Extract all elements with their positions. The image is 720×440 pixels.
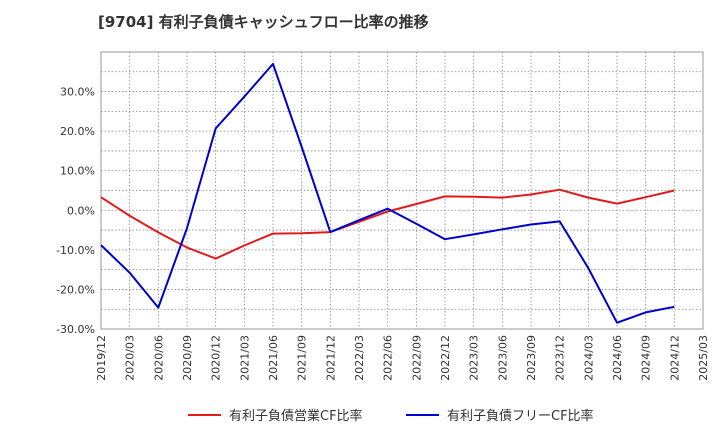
series-line-1: [100, 188, 675, 260]
chart-title: [9704] 有利子負債キャッシュフロー比率の推移: [98, 13, 429, 31]
y-tick-label: 0.0%: [67, 204, 95, 217]
y-tick-label: 30.0%: [60, 86, 95, 99]
x-tick-label: 2024/09: [640, 335, 653, 381]
x-tick-label: 2021/09: [296, 335, 309, 381]
grid-lines: [101, 52, 703, 329]
x-tick-label: 2024/12: [668, 335, 681, 381]
x-tick-label: 2023/06: [496, 335, 509, 381]
x-tick-label: 2022/06: [382, 335, 395, 381]
legend-label-1: 有利子負債営業CF比率: [229, 408, 363, 424]
y-tick-label: 20.0%: [60, 125, 95, 138]
x-tick-label: 2022/03: [353, 335, 366, 381]
x-tick-label: 2023/03: [468, 335, 481, 381]
legend: 有利子負債営業CF比率 有利子負債フリーCF比率: [188, 408, 594, 424]
y-tick-label: 10.0%: [60, 165, 95, 178]
x-tick-label: 2019/12: [95, 335, 108, 381]
x-tick-label: 2023/09: [525, 335, 538, 381]
x-tick-label: 2022/12: [439, 335, 452, 381]
y-axis-ticks: -30.0% -20.0% -10.0% 0.0% 10.0% 20.0% 30.0%: [56, 86, 95, 336]
x-tick-label: 2020/06: [152, 335, 165, 381]
legend-label-2: 有利子負債フリーCF比率: [447, 408, 594, 424]
y-tick-label: -30.0%: [56, 323, 95, 336]
x-axis-ticks: 2019/12 2020/03 2020/06 2020/09 2020/12 2021/…: [95, 335, 710, 381]
x-tick-label: 2020/03: [124, 335, 137, 381]
y-tick-label: -10.0%: [56, 244, 95, 257]
series-line-2: [100, 62, 675, 324]
x-tick-label: 2022/09: [410, 335, 423, 381]
x-tick-label: 2021/12: [324, 335, 337, 381]
x-tick-label: 2020/12: [210, 335, 223, 381]
x-tick-label: 2024/03: [582, 335, 595, 381]
x-tick-label: 2024/06: [611, 335, 624, 381]
x-tick-label: 2021/03: [238, 335, 251, 381]
series-lines: [100, 62, 675, 324]
x-tick-label: 2020/09: [181, 335, 194, 381]
x-tick-label: 2023/12: [554, 335, 567, 381]
y-tick-label: -20.0%: [56, 283, 95, 296]
x-tick-label: 2021/06: [267, 335, 280, 381]
x-tick-label: 2025/03: [697, 335, 710, 381]
